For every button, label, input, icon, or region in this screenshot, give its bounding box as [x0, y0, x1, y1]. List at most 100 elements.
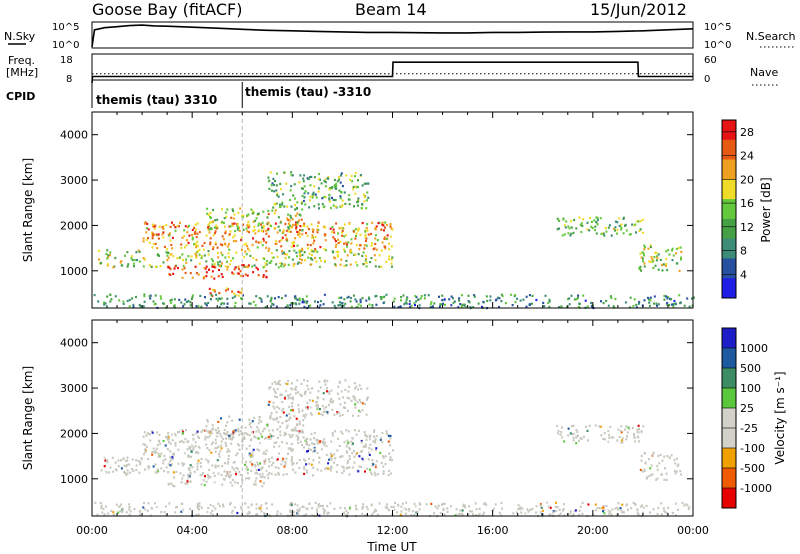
- scatter-cell: [108, 471, 110, 474]
- scatter-cell: [231, 208, 234, 211]
- scatter-cell: [639, 252, 642, 255]
- scatter-cell: [224, 232, 227, 235]
- scatter-cell: [307, 305, 310, 308]
- velocity-colorbar-segment: [722, 408, 736, 429]
- scatter-cell: [185, 300, 188, 304]
- scatter-cell: [603, 432, 606, 435]
- scatter-cell: [271, 209, 274, 212]
- scatter-cell: [616, 513, 619, 516]
- scatter-cell: [221, 275, 224, 279]
- scatter-cell: [400, 296, 403, 299]
- scatter-cell: [371, 464, 374, 467]
- scatter-cell: [207, 461, 210, 464]
- scatter-cell: [478, 507, 481, 510]
- scatter-cell: [128, 298, 131, 302]
- scatter-cell: [316, 508, 318, 511]
- scatter-cell: [278, 379, 281, 382]
- scatter-cell: [206, 212, 209, 215]
- scatter-cell: [374, 295, 377, 298]
- nave-tick-bottom: 0: [704, 74, 710, 85]
- scatter-cell: [357, 227, 360, 230]
- scatter-cell: [155, 447, 158, 450]
- scatter-cell: [224, 230, 227, 233]
- scatter-cell: [218, 292, 221, 295]
- scatter-cell: [279, 512, 282, 515]
- scatter-cell: [265, 241, 268, 244]
- scatter-cell: [262, 482, 265, 485]
- scatter-cell: [180, 440, 183, 443]
- scatter-cell: [571, 433, 574, 436]
- scatter-cell: [272, 256, 275, 259]
- scatter-cell: [260, 300, 263, 303]
- scatter-cell: [290, 216, 293, 219]
- scatter-cell: [125, 465, 128, 468]
- scatter-cell: [154, 242, 157, 245]
- scatter-cell: [260, 298, 263, 301]
- scatter-cell: [169, 464, 172, 467]
- scatter-cell: [205, 443, 208, 446]
- scatter-cell: [277, 471, 280, 475]
- scatter-cell: [194, 441, 197, 444]
- scatter-cell: [308, 447, 311, 450]
- scatter-cell: [279, 221, 282, 224]
- scatter-cell: [352, 395, 355, 398]
- scatter-cell: [388, 255, 391, 258]
- scatter-cell: [360, 439, 363, 443]
- scatter-cell: [304, 416, 307, 419]
- scatter-cell: [311, 194, 314, 197]
- scatter-cell: [253, 435, 256, 438]
- scatter-cell: [187, 225, 189, 229]
- power-colorbar-segment: [722, 139, 736, 161]
- scatter-cell: [336, 255, 339, 258]
- scatter-cell: [307, 256, 310, 259]
- scatter-cell: [296, 223, 299, 226]
- scatter-cell: [290, 171, 293, 174]
- scatter-cell: [196, 465, 199, 468]
- scatter-cell: [477, 302, 480, 305]
- scatter-cell: [294, 426, 297, 429]
- scatter-cell: [148, 241, 151, 244]
- scatter-cell: [324, 234, 327, 237]
- scatter-cell: [338, 227, 341, 230]
- scatter-cell: [93, 294, 96, 297]
- scatter-cell: [298, 297, 301, 300]
- scatter-cell: [219, 243, 222, 246]
- scatter-cell: [286, 253, 289, 256]
- scatter-cell: [335, 250, 338, 253]
- scatter-cell: [293, 415, 296, 418]
- scatter-cell: [314, 248, 317, 251]
- scatter-cell: [469, 305, 472, 309]
- scatter-cell: [317, 412, 320, 415]
- scatter-cell: [468, 510, 471, 513]
- scatter-cell: [267, 235, 270, 238]
- scatter-cell: [465, 306, 468, 309]
- scatter-cell: [317, 203, 320, 206]
- scatter-cell: [230, 438, 232, 441]
- velocity-colorbar-segment: [722, 368, 736, 389]
- scatter-cell: [212, 234, 215, 237]
- scatter-cell: [106, 264, 109, 267]
- scatter-cell: [607, 304, 610, 307]
- scatter-cell: [168, 482, 171, 485]
- scatter-cell: [353, 455, 356, 458]
- scatter-cell: [212, 505, 215, 508]
- scatter-cell: [345, 243, 348, 246]
- scatter-cell: [374, 259, 377, 262]
- scatter-cell: [222, 503, 224, 506]
- scatter-cell: [346, 462, 349, 465]
- scatter-cell: [217, 472, 220, 475]
- scatter-cell: [230, 442, 233, 445]
- scatter-cell: [258, 473, 261, 476]
- scatter-cell: [399, 513, 402, 516]
- scatter-cell: [315, 196, 318, 199]
- scatter-cell: [138, 303, 141, 307]
- scatter-cell: [236, 429, 239, 432]
- scatter-cell: [233, 268, 236, 271]
- scatter-cell: [656, 477, 659, 480]
- scatter-cell: [441, 502, 444, 505]
- scatter-cell: [615, 232, 618, 235]
- scatter-cell: [266, 295, 269, 298]
- scatter-cell: [356, 204, 359, 207]
- scatter-cell: [272, 177, 275, 180]
- scatter-cell: [541, 513, 543, 516]
